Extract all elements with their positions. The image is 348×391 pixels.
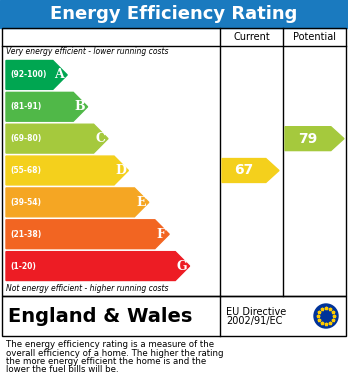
Text: Energy Efficiency Rating: Energy Efficiency Rating (50, 5, 298, 23)
Text: 67: 67 (234, 163, 254, 178)
Polygon shape (6, 61, 67, 90)
Text: EU Directive: EU Directive (226, 307, 286, 317)
Text: 2002/91/EC: 2002/91/EC (226, 316, 282, 326)
Text: (55-68): (55-68) (10, 166, 41, 175)
Circle shape (314, 304, 338, 328)
Text: the more energy efficient the home is and the: the more energy efficient the home is an… (6, 357, 206, 366)
Text: (1-20): (1-20) (10, 262, 36, 271)
Text: (39-54): (39-54) (10, 198, 41, 207)
Text: England & Wales: England & Wales (8, 307, 192, 325)
Bar (2, 28, 346, 296)
Text: (21-38): (21-38) (10, 230, 41, 239)
Text: B: B (74, 100, 85, 113)
Text: lower the fuel bills will be.: lower the fuel bills will be. (6, 366, 119, 375)
Text: (69-80): (69-80) (10, 134, 41, 143)
Text: 79: 79 (298, 132, 318, 145)
Polygon shape (285, 127, 344, 151)
Text: (92-100): (92-100) (10, 70, 46, 79)
Polygon shape (6, 188, 149, 217)
Text: Current: Current (233, 32, 270, 42)
Polygon shape (6, 220, 169, 249)
Polygon shape (6, 156, 128, 185)
Text: Potential: Potential (293, 32, 336, 42)
Text: F: F (157, 228, 166, 241)
Text: E: E (136, 196, 146, 209)
Bar (0, 0, 348, 28)
Text: (81-91): (81-91) (10, 102, 41, 111)
Text: The energy efficiency rating is a measure of the: The energy efficiency rating is a measur… (6, 340, 214, 349)
Polygon shape (222, 159, 279, 183)
Text: overall efficiency of a home. The higher the rating: overall efficiency of a home. The higher… (6, 348, 223, 357)
Polygon shape (6, 124, 108, 153)
Text: D: D (115, 164, 126, 177)
Text: Very energy efficient - lower running costs: Very energy efficient - lower running co… (6, 47, 168, 56)
Text: Not energy efficient - higher running costs: Not energy efficient - higher running co… (6, 284, 168, 293)
Text: G: G (176, 260, 187, 273)
Bar (2, 296, 346, 336)
Text: C: C (95, 132, 105, 145)
Text: A: A (54, 68, 64, 81)
Polygon shape (6, 252, 190, 280)
Polygon shape (6, 92, 88, 121)
